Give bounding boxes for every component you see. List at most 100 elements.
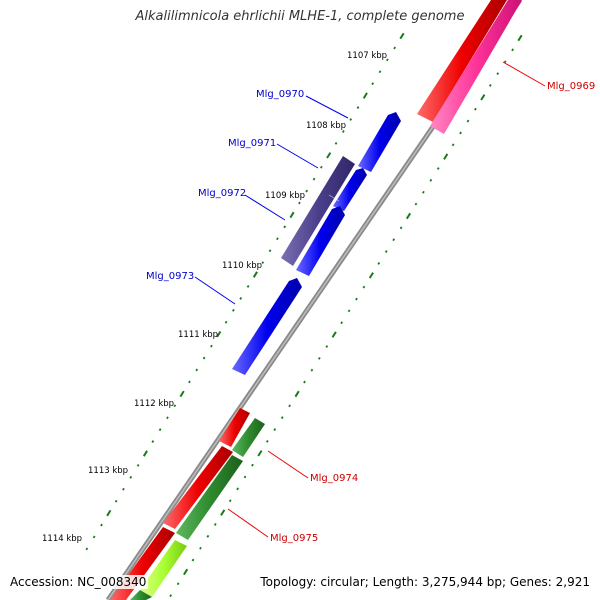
tick-dot xyxy=(451,143,455,147)
tick-dot xyxy=(310,368,314,372)
tick-dot xyxy=(224,320,228,324)
tick-dot xyxy=(368,272,374,279)
tick-label-1112: 1112 kbp xyxy=(134,399,174,409)
map-title: Alkalilimnicola ehrlichii MLHE-1, comple… xyxy=(0,9,600,24)
tick-dot xyxy=(202,356,206,360)
gene-mlg-0972[interactable] xyxy=(296,206,345,276)
tick-dot xyxy=(355,297,358,301)
tick-dot xyxy=(179,390,185,398)
tick-dot xyxy=(342,130,345,133)
gene-mlg-0969-red[interactable] xyxy=(417,0,507,122)
map-title-text: Alkalilimnicola ehrlichii MLHE-1, comple… xyxy=(131,9,469,24)
gene-mlg-0975-a[interactable] xyxy=(232,418,265,457)
tick-dot xyxy=(246,285,250,288)
tick-dot xyxy=(488,84,492,87)
tick-dot xyxy=(92,535,96,539)
tick-dot xyxy=(122,487,125,491)
tick-dot xyxy=(325,345,329,348)
gene-mlg-0971[interactable] xyxy=(333,168,367,211)
gene-mlg-0975-b[interactable] xyxy=(176,455,243,540)
tick-dot xyxy=(422,190,425,194)
tick-dot xyxy=(436,167,440,170)
tick-dot xyxy=(331,331,337,338)
tick-dot xyxy=(195,368,199,372)
tick-dot xyxy=(216,330,222,338)
tick-dot xyxy=(371,82,375,86)
gene-mlg-0971-0972-overlap[interactable] xyxy=(281,156,355,266)
tick-dot xyxy=(511,48,514,52)
tick-dot xyxy=(405,212,412,220)
tick-dot xyxy=(239,297,243,300)
tick-dot xyxy=(85,547,89,551)
tick-dot xyxy=(362,285,366,289)
tick-dot xyxy=(236,487,239,491)
tick-dot xyxy=(480,94,486,101)
tick-dot xyxy=(356,106,360,109)
gene-label-mlg-0971[interactable]: Mlg_0971 xyxy=(228,138,276,149)
tick-dot xyxy=(252,271,258,278)
tick-dot xyxy=(265,440,269,443)
tick-dot xyxy=(334,141,338,145)
tick-dot xyxy=(257,450,263,457)
tick-dot xyxy=(220,509,226,516)
tick-dot xyxy=(261,261,265,265)
tick-label-1113: 1113 kbp xyxy=(88,466,128,476)
gene-mlg-0974[interactable] xyxy=(219,408,250,447)
tick-dot xyxy=(136,464,140,467)
gene-label-mlg-0973[interactable]: Mlg_0973 xyxy=(146,271,194,282)
tick-dot xyxy=(466,119,470,123)
gene-label-mlg-0974[interactable]: Mlg_0974 xyxy=(310,473,358,484)
tick-dot xyxy=(173,404,177,408)
tick-label-1110: 1110 kbp xyxy=(222,261,262,271)
tick-dot xyxy=(169,594,173,598)
tick-dot xyxy=(228,499,232,503)
tick-dot xyxy=(318,356,321,360)
tick-dot xyxy=(151,440,155,443)
gene-mlg-0969-pink[interactable] xyxy=(430,0,522,134)
tick-dot xyxy=(191,558,195,562)
tick-dot xyxy=(232,308,235,312)
tick-dot xyxy=(243,475,247,479)
gene-mlg-0973[interactable] xyxy=(232,278,302,375)
gene-label-mlg-0972[interactable]: Mlg_0972 xyxy=(198,188,246,199)
tick-labels: 1107 kbp 1108 kbp 1109 kbp 1110 kbp 1111… xyxy=(42,51,387,544)
gene-mlg-0970[interactable] xyxy=(358,112,401,172)
tick-dot xyxy=(459,131,462,135)
tick-dot xyxy=(206,534,210,538)
tick-dot xyxy=(443,153,449,160)
tick-dot xyxy=(280,416,284,420)
tick-dot xyxy=(517,34,523,42)
tick-dot xyxy=(393,46,396,50)
tick-dot xyxy=(251,463,254,467)
tick-dot xyxy=(294,390,300,398)
tick-dot xyxy=(349,118,353,121)
gene-label-mlg-0975[interactable]: Mlg_0975 xyxy=(270,533,318,544)
tick-dot xyxy=(100,523,103,527)
tick-dot xyxy=(188,380,191,384)
tick-dot xyxy=(298,201,301,205)
tick-dot xyxy=(176,582,180,586)
tick-dot xyxy=(114,499,118,503)
tick-dot xyxy=(199,546,202,550)
tick-dot xyxy=(347,309,351,313)
tick-dot xyxy=(429,178,433,182)
gene-label-mlg-0969[interactable]: Mlg_0969 xyxy=(547,81,595,92)
tick-dot xyxy=(142,450,148,457)
tick-dot xyxy=(496,72,500,75)
gene-mlg-0974-b[interactable] xyxy=(163,446,233,529)
tick-dot xyxy=(378,70,382,74)
tick-dot xyxy=(288,404,291,408)
gene-shapes xyxy=(110,0,522,600)
tick-dot xyxy=(503,60,507,64)
tick-label-1109: 1109 kbp xyxy=(265,191,305,201)
gene-mlg-0975-c[interactable] xyxy=(130,590,152,600)
tick-dot xyxy=(273,428,277,431)
gene-label-mlg-0970[interactable]: Mlg_0970 xyxy=(256,89,304,100)
gene-mlg-0975-lime[interactable] xyxy=(140,540,187,597)
tick-dot xyxy=(305,189,309,193)
tick-dot xyxy=(289,211,295,219)
tick-dot xyxy=(129,475,133,479)
gene-labels: Mlg_0969 Mlg_0970 Mlg_0971 Mlg_0972 Mlg_… xyxy=(146,81,595,544)
tick-label-1108: 1108 kbp xyxy=(306,121,346,131)
